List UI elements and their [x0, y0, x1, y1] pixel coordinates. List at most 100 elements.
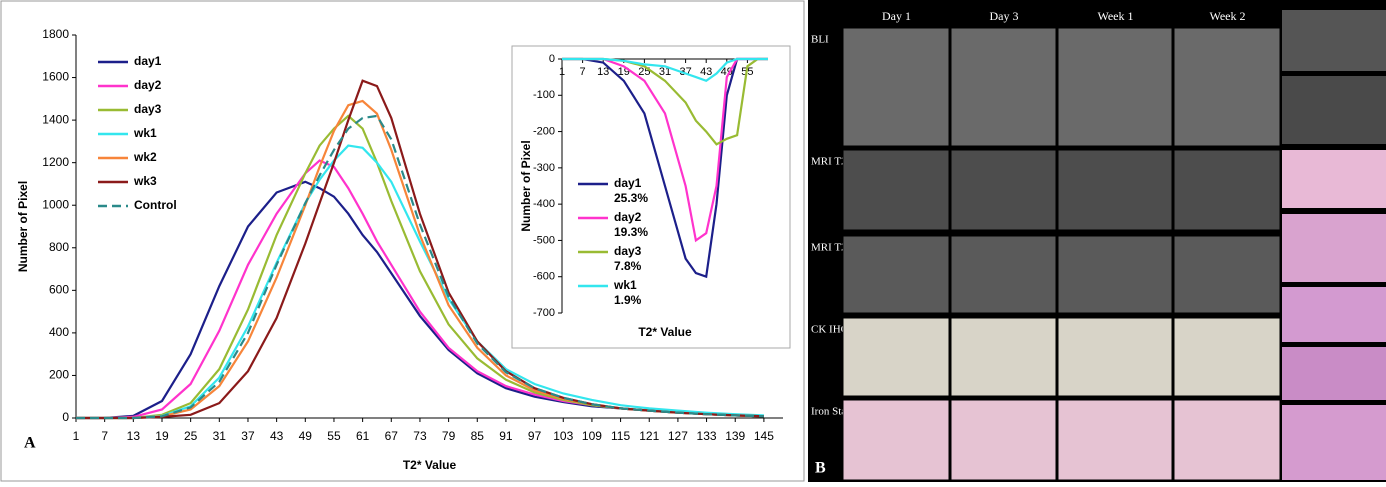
y-tick-label: -300 — [533, 162, 555, 174]
image-tile — [1282, 150, 1386, 208]
column-header: Week 1 — [1097, 9, 1133, 23]
x-tick-label: 19 — [155, 429, 169, 443]
y-axis-title: Number of Pixel — [16, 181, 30, 272]
series-line — [76, 144, 764, 420]
legend-label: day2 — [614, 210, 642, 224]
y-tick-label: -100 — [533, 89, 555, 101]
image-tile — [842, 149, 950, 231]
y-tick-label: 0 — [62, 410, 69, 424]
legend-note: 25.3% — [614, 191, 648, 205]
y-tick-label: 1600 — [42, 70, 69, 84]
image-tile — [1173, 317, 1281, 397]
y-tick-label: -600 — [533, 271, 555, 283]
legend-label: day1 — [614, 176, 642, 190]
column-header: Day 1 — [882, 9, 911, 23]
x-tick-label: 49 — [299, 429, 313, 443]
y-tick-label: 1800 — [42, 27, 69, 41]
image-tile — [950, 399, 1057, 481]
row-label: MRI T2 — [811, 242, 847, 254]
image-tile — [1173, 399, 1281, 481]
legend-label: day2 — [134, 78, 162, 92]
legend-label: day3 — [134, 102, 162, 116]
image-tile — [842, 235, 950, 314]
x-tick-label: 61 — [356, 429, 370, 443]
y-tick-label: -500 — [533, 234, 555, 246]
legend-label: wk2 — [133, 150, 157, 164]
legend-note: 1.9% — [614, 293, 642, 307]
x-tick-label: 1 — [73, 429, 80, 443]
column-header: Day 3 — [990, 9, 1019, 23]
y-tick-label: 600 — [49, 283, 69, 297]
x-tick-label: 37 — [241, 429, 255, 443]
legend-note: 19.3% — [614, 225, 648, 239]
legend-label: Control — [134, 198, 177, 212]
y-tick-label: 1000 — [42, 197, 69, 211]
row-label: MRI T2* — [811, 156, 852, 168]
image-tile — [842, 399, 950, 481]
image-tile — [1057, 399, 1173, 481]
x-tick-label: 49 — [721, 66, 733, 78]
image-tile — [1173, 235, 1281, 314]
legend-label: wk3 — [133, 174, 157, 188]
image-tile — [950, 317, 1057, 397]
x-tick-label: 25 — [638, 66, 650, 78]
series-line — [562, 57, 768, 83]
x-tick-label: 31 — [213, 429, 227, 443]
image-tile — [1282, 10, 1386, 71]
x-tick-label: 7 — [101, 429, 108, 443]
y-tick-label: 200 — [49, 368, 69, 382]
x-tick-label: 115 — [611, 429, 630, 443]
y-tick-label: -700 — [533, 307, 555, 319]
row-label: BLI — [811, 34, 829, 46]
image-tile — [1282, 214, 1386, 282]
image-tile — [1173, 27, 1281, 147]
x-tick-label: 43 — [700, 66, 712, 78]
y-tick-label: 1400 — [42, 112, 69, 126]
x-tick-label: 55 — [327, 429, 341, 443]
column-header: Week 2 — [1209, 9, 1245, 23]
legend-label: day1 — [134, 54, 162, 68]
x-tick-label: 103 — [553, 429, 573, 443]
x-tick-label: 127 — [668, 429, 688, 443]
x-tick-label: 139 — [725, 429, 745, 443]
panel-label: B — [815, 460, 826, 477]
x-tick-label: 7 — [580, 66, 586, 78]
x-tick-label: 109 — [582, 429, 602, 443]
y-tick-label: 0 — [549, 53, 555, 65]
image-tile — [1057, 317, 1173, 397]
image-tile — [842, 27, 950, 147]
x-tick-label: 13 — [127, 429, 141, 443]
x-tick-label: 91 — [499, 429, 513, 443]
x-tick-label: 43 — [270, 429, 284, 443]
image-tile — [1057, 149, 1173, 231]
image-tile — [1282, 76, 1386, 144]
y-tick-label: 1200 — [42, 155, 69, 169]
x-tick-label: 133 — [697, 429, 717, 443]
x-axis-title: T2* Value — [638, 325, 692, 339]
image-tile — [1282, 405, 1386, 480]
y-tick-label: -200 — [533, 125, 555, 137]
panel-label: A — [24, 435, 36, 452]
legend-label: day3 — [614, 244, 642, 258]
y-tick-label: 400 — [49, 325, 69, 339]
image-tile — [1282, 347, 1386, 400]
series-line — [76, 114, 764, 420]
x-tick-label: 31 — [659, 66, 671, 78]
y-tick-label: 800 — [49, 240, 69, 254]
x-tick-label: 67 — [385, 429, 399, 443]
x-tick-label: 145 — [754, 429, 774, 443]
x-tick-label: 85 — [471, 429, 485, 443]
y-axis-title: Number of Pixel — [519, 140, 533, 231]
image-tile — [1282, 287, 1386, 342]
y-tick-label: -400 — [533, 198, 555, 210]
image-tile — [842, 317, 950, 397]
image-tile — [950, 235, 1057, 314]
x-tick-label: 73 — [413, 429, 427, 443]
legend-label: wk1 — [613, 278, 637, 292]
image-tile — [1057, 27, 1173, 147]
image-tile — [950, 149, 1057, 231]
x-tick-label: 25 — [184, 429, 198, 443]
x-tick-label: 121 — [639, 429, 659, 443]
